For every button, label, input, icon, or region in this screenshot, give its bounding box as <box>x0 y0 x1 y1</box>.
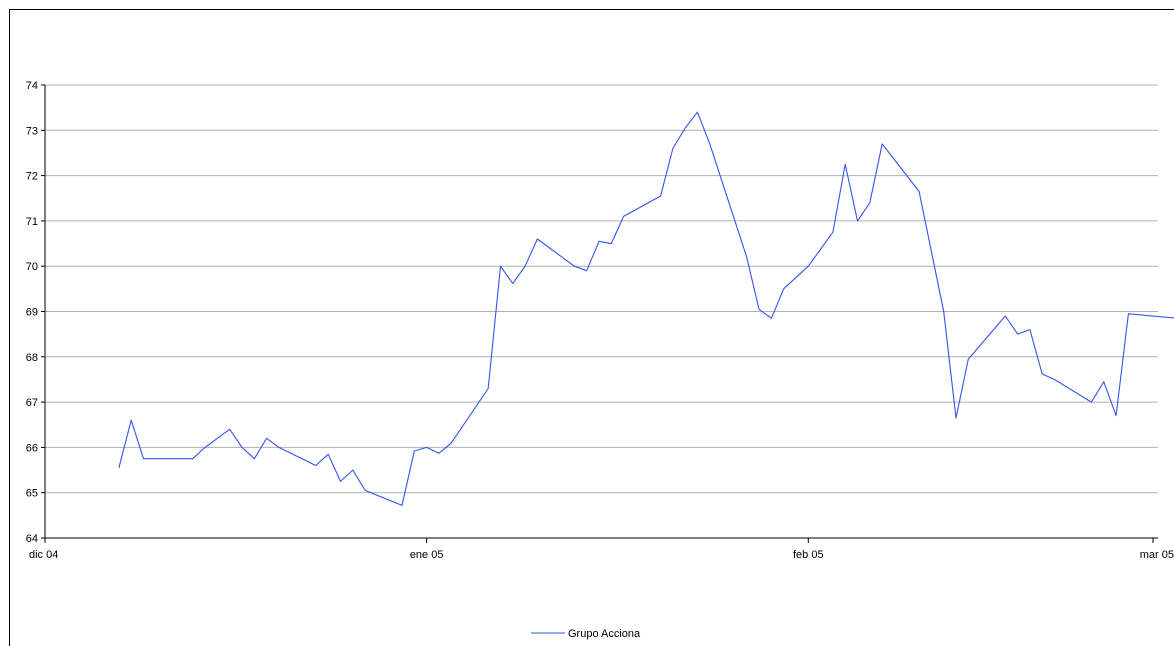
x-tick-labels: dic 04 ene 05 feb 05 mar 05 <box>29 549 1174 561</box>
y-tick-label-69: 69 <box>26 307 38 319</box>
y-tick-label-71: 71 <box>26 216 38 228</box>
x-tick-label-feb-05: feb 05 <box>793 549 824 561</box>
y-tick-label-64: 64 <box>26 533 38 545</box>
x-tick-label-mar-05: mar 05 <box>1140 549 1174 561</box>
y-tick-label-65: 65 <box>26 488 38 500</box>
y-tick-label-74: 74 <box>26 80 38 92</box>
series-line-grupo-acciona <box>118 111 1174 506</box>
y-tick-labels: 64 65 66 67 68 69 70 71 72 73 74 <box>26 80 38 545</box>
x-tick-label-dic-04: dic 04 <box>29 549 58 561</box>
series-lines <box>118 111 1174 506</box>
y-tick-label-67: 67 <box>26 397 38 409</box>
axes <box>41 84 1158 543</box>
legend: Grupo Acciona <box>531 628 641 640</box>
y-tick-label-72: 72 <box>26 171 38 183</box>
y-tick-label-70: 70 <box>26 261 38 273</box>
legend-label-grupo-acciona: Grupo Acciona <box>568 628 641 640</box>
y-tick-label-73: 73 <box>26 125 38 137</box>
x-tick-label-ene-05: ene 05 <box>410 549 444 561</box>
gridlines <box>45 84 1158 494</box>
y-tick-label-66: 66 <box>26 442 38 454</box>
chart-frame <box>9 9 1174 646</box>
y-tick-label-68: 68 <box>26 352 38 364</box>
